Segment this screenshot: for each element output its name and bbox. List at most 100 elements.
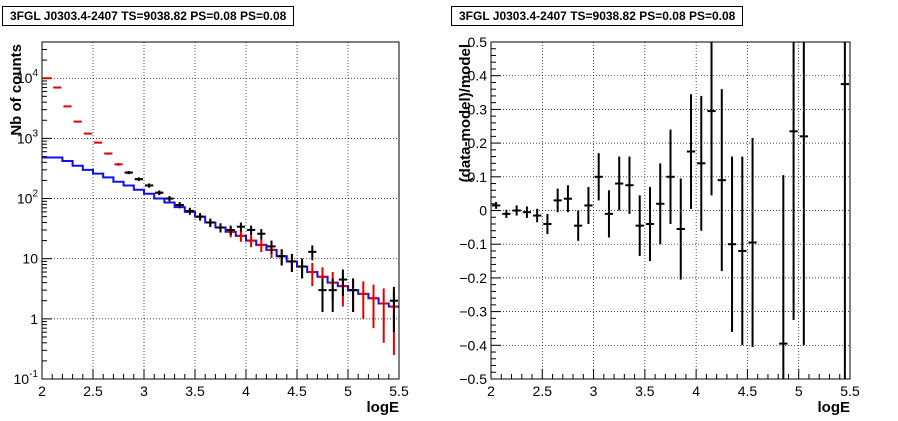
left-data-black-errorbar (328, 278, 337, 312)
left-y-tick-base: 10 (17, 70, 33, 86)
right-y-tick-label: −0.4 (459, 337, 487, 353)
right-x-tick-label: 2.5 (533, 383, 553, 399)
left-x-tick-label: 3.5 (185, 383, 205, 399)
left-data-black-errorbar (247, 225, 256, 236)
right-residual-errorbar (799, 42, 808, 346)
left-y-tick-exponent: 4 (32, 68, 38, 79)
left-data-red-errorbar (53, 86, 62, 89)
right-residual-errorbar (543, 213, 552, 235)
right-residual-errorbar (604, 190, 614, 238)
right-residual-errorbar (533, 208, 542, 223)
right-y-tick-label: 0 (479, 203, 487, 219)
left-data-black-errorbar (277, 249, 286, 266)
left-data-black-errorbar (175, 202, 184, 209)
right-y-tick-label: 0.3 (468, 101, 488, 117)
right-residual-errorbar (635, 195, 644, 256)
left-data-red-errorbar (257, 239, 266, 253)
right-residual-errorbar (625, 156, 634, 214)
right-residual-errorbar (676, 178, 685, 280)
left-data-red-errorbar (43, 77, 52, 80)
right-residual-errorbar (584, 186, 593, 224)
right-residual-errorbar (717, 89, 726, 272)
right-y-tick-label: −0.5 (459, 371, 487, 387)
right-y-tick-label: 0.4 (468, 68, 488, 84)
left-data-black-errorbar (287, 253, 296, 273)
left-plot-area (42, 42, 399, 379)
left-y-tick-base: 10 (17, 191, 33, 207)
left-data-red-errorbar (104, 152, 113, 155)
right-residual-errorbar (840, 42, 849, 379)
left-data-red-errorbar (379, 288, 388, 343)
right-x-tick-label: 2 (487, 383, 495, 399)
right-x-tick-label: 3 (590, 383, 598, 399)
left-data-black-errorbar (134, 177, 143, 181)
left-data-black-errorbar (124, 171, 133, 175)
left-chart-title: 3FGL J0303.4-2407 TS=9038.82 PS=0.08 PS=… (2, 6, 295, 26)
left-y-tick-label: 10-1 (14, 369, 39, 387)
right-residual-errorbar (563, 185, 573, 213)
right-residual-errorbar (594, 153, 603, 201)
right-residual-errorbar (748, 138, 757, 347)
right-y-tick-label: −0.3 (459, 304, 487, 320)
right-chart-title: 3FGL J0303.4-2407 TS=9038.82 PS=0.08 PS=… (451, 6, 744, 26)
right-residual-errorbar (738, 156, 747, 346)
left-x-tick-label: 2 (38, 383, 46, 399)
right-residual-errorbar (697, 95, 706, 231)
right-y-tick-label: 0.5 (468, 34, 488, 50)
left-y-tick-label: 102 (17, 189, 39, 207)
left-data-black-errorbar (145, 183, 154, 188)
left-x-tick-label: 5 (344, 383, 352, 399)
left-data-black-errorbar (389, 286, 398, 333)
left-x-axis-label: logE (367, 399, 400, 416)
right-x-tick-label: 4 (692, 383, 700, 399)
left-data-red-errorbar (308, 262, 317, 287)
right-y-tick-label: −0.1 (459, 236, 487, 252)
right-residual-errorbar (512, 205, 521, 216)
left-data-black-errorbar (236, 222, 245, 232)
right-x-tick-label: 4.5 (738, 383, 758, 399)
left-y-tick-base: 10 (22, 251, 38, 267)
left-data-black-errorbar (185, 207, 194, 215)
left-y-tick-label: 103 (17, 128, 39, 146)
right-y-tick-label: 0.1 (468, 169, 488, 185)
right-x-axis-label: logE (818, 399, 851, 416)
right-x-tick-label: 3.5 (635, 383, 655, 399)
left-y-tick-label: 10 (22, 251, 38, 267)
left-data-red-errorbar (63, 105, 72, 108)
left-data-red-errorbar (114, 163, 123, 166)
left-series-model-step (42, 156, 399, 308)
right-residual-errorbar (707, 42, 716, 196)
left-data-black-errorbar (165, 196, 174, 202)
right-x-tick-label: 5 (795, 383, 803, 399)
left-data-red-errorbar (359, 281, 368, 319)
left-x-tick-label: 3 (140, 383, 148, 399)
left-x-tick-label: 2.5 (83, 383, 103, 399)
right-residual-errorbar (789, 42, 798, 321)
left-y-tick-exponent: 3 (32, 128, 38, 139)
right-residual-errorbar (656, 163, 665, 245)
left-data-black-errorbar (196, 213, 205, 221)
left-data-black-errorbar (226, 225, 235, 236)
left-data-red-errorbar (247, 235, 256, 248)
left-data-red-errorbar (236, 230, 245, 242)
left-data-red-errorbar (83, 132, 92, 135)
right-residual-errorbar (666, 129, 675, 224)
right-residual-errorbar (502, 209, 511, 218)
left-y-tick-base: 10 (17, 130, 33, 146)
right-residual-errorbar (553, 188, 562, 213)
left-data-black-errorbar (206, 218, 215, 227)
left-data-black-errorbar (257, 229, 266, 240)
left-y-axis-label: Nb of counts (8, 44, 25, 136)
left-data-red-errorbar (94, 141, 103, 144)
right-residual-errorbar (615, 156, 624, 211)
left-data-red-errorbar (73, 120, 82, 123)
left-x-tick-label: 4 (242, 383, 250, 399)
left-data-black-errorbar (155, 190, 164, 196)
right-residual-errorbar (574, 210, 583, 241)
right-y-tick-label: −0.2 (459, 270, 487, 286)
left-data-black-errorbar (298, 258, 307, 279)
left-x-tick-label: 4.5 (287, 383, 307, 399)
left-x-tick-label: 5.5 (389, 383, 409, 399)
